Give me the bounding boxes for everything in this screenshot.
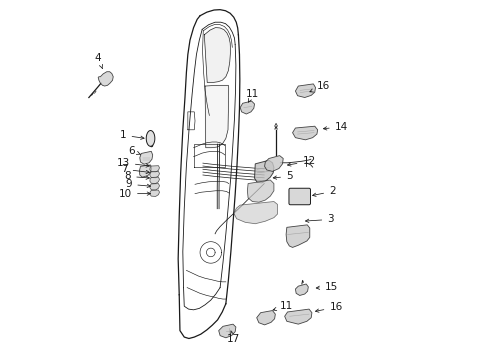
Polygon shape bbox=[218, 324, 235, 338]
Text: 15: 15 bbox=[316, 282, 337, 292]
Text: 11: 11 bbox=[245, 89, 259, 102]
Text: 12: 12 bbox=[287, 156, 315, 166]
Polygon shape bbox=[149, 177, 159, 184]
Polygon shape bbox=[204, 85, 228, 148]
Polygon shape bbox=[285, 225, 309, 247]
Text: 3: 3 bbox=[305, 215, 333, 224]
FancyBboxPatch shape bbox=[288, 188, 310, 205]
Text: 9: 9 bbox=[125, 179, 150, 189]
Text: 10: 10 bbox=[119, 189, 150, 199]
Polygon shape bbox=[240, 101, 254, 114]
Text: 1: 1 bbox=[120, 130, 144, 140]
Polygon shape bbox=[140, 151, 152, 164]
Polygon shape bbox=[233, 202, 277, 224]
Polygon shape bbox=[149, 190, 159, 197]
Polygon shape bbox=[254, 160, 273, 183]
Polygon shape bbox=[284, 309, 311, 324]
Text: 2: 2 bbox=[312, 186, 335, 197]
Polygon shape bbox=[149, 171, 159, 178]
Polygon shape bbox=[139, 165, 151, 177]
Polygon shape bbox=[295, 284, 308, 296]
Text: 4: 4 bbox=[95, 53, 102, 68]
Text: 13: 13 bbox=[117, 158, 149, 168]
Polygon shape bbox=[256, 311, 275, 325]
Text: 11: 11 bbox=[273, 301, 293, 311]
Polygon shape bbox=[149, 184, 159, 190]
Text: 17: 17 bbox=[226, 331, 239, 343]
Text: 7: 7 bbox=[121, 164, 149, 174]
Text: 5: 5 bbox=[273, 171, 292, 181]
Text: 16: 16 bbox=[315, 302, 342, 312]
Polygon shape bbox=[204, 28, 230, 82]
Polygon shape bbox=[292, 126, 317, 140]
Polygon shape bbox=[264, 156, 283, 171]
Polygon shape bbox=[149, 166, 159, 172]
Polygon shape bbox=[295, 84, 315, 98]
Polygon shape bbox=[98, 72, 113, 86]
Text: 6: 6 bbox=[128, 145, 140, 156]
Polygon shape bbox=[247, 180, 273, 202]
Text: 14: 14 bbox=[323, 122, 347, 132]
Text: 16: 16 bbox=[309, 81, 329, 92]
Text: 8: 8 bbox=[124, 171, 149, 181]
Polygon shape bbox=[146, 131, 155, 146]
